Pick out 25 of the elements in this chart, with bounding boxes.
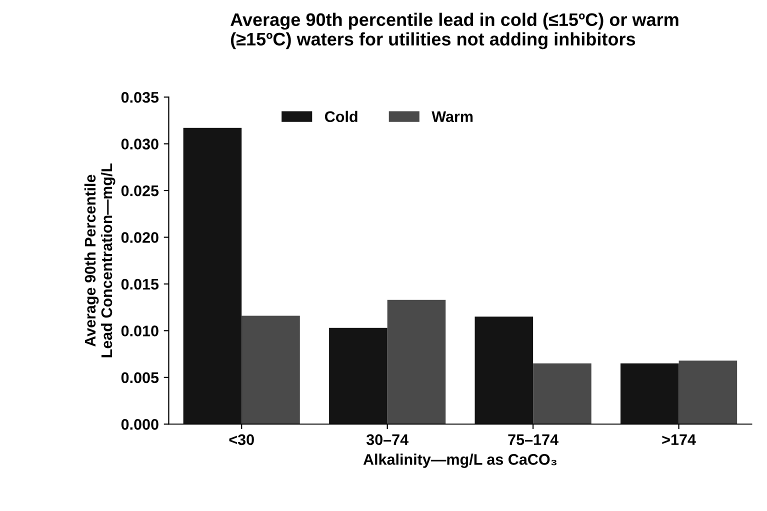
x-axis-title: Alkalinity—mg/L as CaCO₃ xyxy=(363,454,557,468)
bar xyxy=(183,128,242,424)
x-tick-label: >174 xyxy=(662,434,696,445)
bar xyxy=(329,328,388,424)
y-tick-label: 0.015 xyxy=(121,278,159,290)
x-tick-label: <30 xyxy=(229,434,254,446)
y-tick-label: 0.005 xyxy=(121,372,159,384)
y-tick-label: 0.030 xyxy=(121,138,158,150)
bar xyxy=(678,360,738,424)
bar xyxy=(242,316,300,424)
y-tick-label: 0.000 xyxy=(121,419,158,430)
y-tick-label: 0.020 xyxy=(121,232,158,243)
y-tick-label: 0.035 xyxy=(121,92,159,103)
x-tick-label: 75–174 xyxy=(508,434,558,446)
bar xyxy=(620,363,679,424)
legend-label: Cold xyxy=(324,110,358,122)
chart-title: Average 90th percentile lead in cold (≤15ºC) or warm (≥15ºC) waters for utilities not adding inhibitors xyxy=(230,12,678,50)
y-tick-label: 0.025 xyxy=(121,185,159,196)
bar xyxy=(474,316,534,424)
legend-label: Warm xyxy=(432,111,473,122)
y-axis-title: Average 90th Percentile Lead Concentration—mg/L xyxy=(84,163,116,358)
x-tick-label: 30–74 xyxy=(366,434,408,446)
bar xyxy=(387,300,446,424)
bar xyxy=(533,363,592,424)
y-tick-label: 0.010 xyxy=(121,326,158,336)
